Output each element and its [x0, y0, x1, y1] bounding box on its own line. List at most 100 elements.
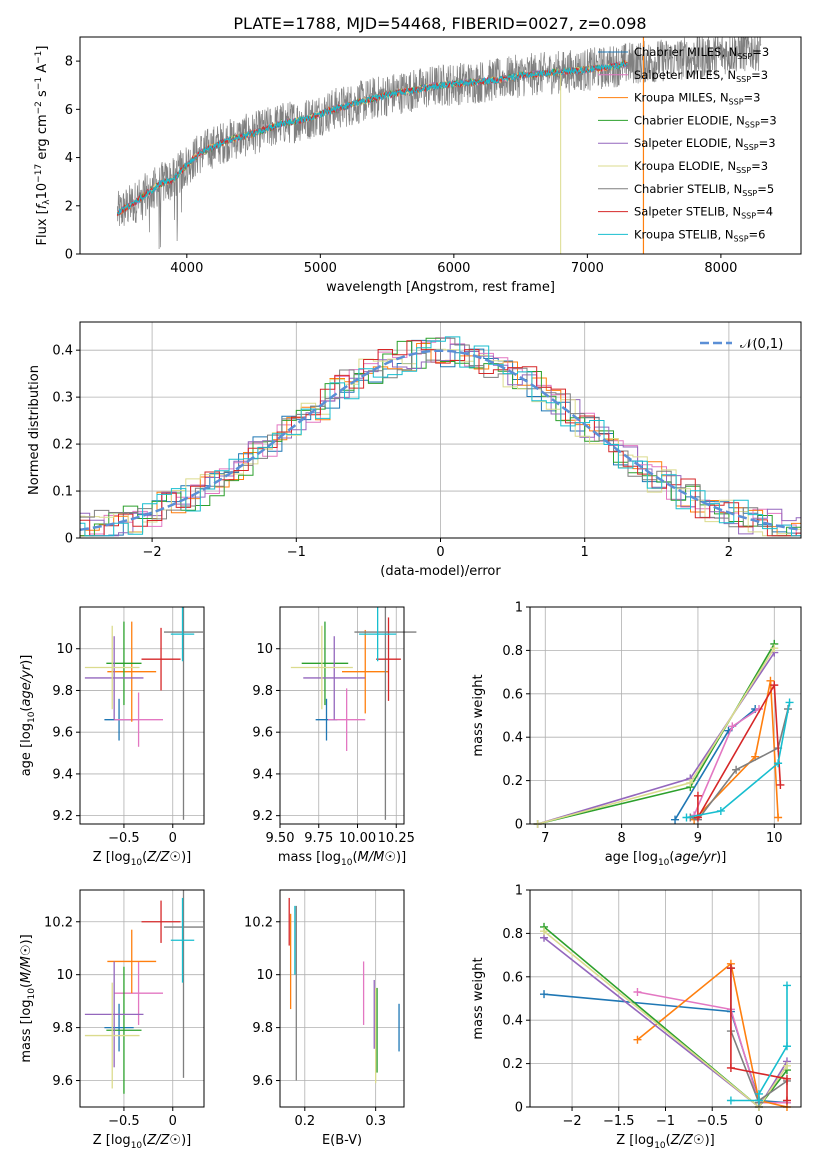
y-tick-label: 0	[515, 1101, 523, 1116]
x-tick-label: 9	[694, 831, 702, 846]
x-tick-label: −1	[656, 1114, 675, 1129]
axes-frame	[529, 606, 802, 825]
data-spectrum-line	[117, 36, 762, 250]
x-tick-label: 4000	[170, 261, 203, 276]
y-tick-label: 10	[256, 968, 273, 983]
weight_vs_Z-axes: −2 −1.5 −1 −0.5 0 0 0.2 0.4 0.6 0.8 1 Z [log10(Z/Z☉…	[471, 884, 802, 1151]
weight-line-salpeter_stelib	[697, 682, 782, 821]
y-tick-label: 9.4	[252, 767, 273, 782]
weight-marker-kroupa_stelib	[754, 1089, 763, 1098]
weight-marker-kroupa_elodie	[770, 644, 779, 653]
histogram-step-salpeter_stelib	[80, 340, 801, 537]
spectrum-legend: Chabrier MILES, NSSP=3 Salpeter MILES, NS…	[598, 45, 777, 243]
weight-marker-kroupa_stelib	[774, 759, 783, 768]
y-tick-label: 10	[56, 642, 73, 657]
x-tick-label: 7	[541, 831, 549, 846]
axes-frame	[79, 321, 802, 539]
legend-label: 𝒩(0,1)	[740, 337, 783, 352]
x-tick-label: −2	[143, 545, 162, 560]
y-tick-label: 2	[65, 199, 73, 214]
x-axis-label: age [log10(age/yr)]	[605, 850, 727, 868]
x-tick-label: 7000	[571, 261, 604, 276]
x-tick-label: 10.00	[339, 831, 376, 846]
x-tick-label: 0	[169, 831, 177, 846]
x-tick-label: 0	[436, 545, 444, 560]
weight-marker-salpeter_stelib	[776, 780, 785, 789]
y-tick-label: 9.8	[252, 1021, 273, 1036]
weight-line-chabrier_miles	[674, 708, 756, 821]
y-tick-label: 0	[515, 818, 523, 833]
y-tick-label: 10	[256, 642, 273, 657]
weight-line-salpeter_miles	[637, 991, 787, 1104]
y-tick-label: 0.1	[52, 485, 73, 500]
x-axis-label: mass [log10(M/M☉)]	[278, 850, 406, 868]
weight-marker-salpeter_stelib	[726, 1063, 735, 1072]
y-tick-label: 0	[65, 248, 73, 263]
y-tick-label: 9.6	[252, 726, 273, 741]
y-tick-label: 9.6	[252, 1074, 273, 1089]
x-tick-label: 8000	[704, 261, 737, 276]
y-tick-label: 9.2	[252, 809, 273, 824]
weight-marker-kroupa_stelib	[682, 813, 691, 822]
x-tick-label: −0.5	[108, 831, 140, 846]
y-tick-label: 0.6	[502, 687, 523, 702]
y-axis-label: mass weight	[471, 957, 486, 1039]
legend-label: Kroupa STELIB, NSSP=6	[634, 227, 765, 243]
x-tick-label: 8	[617, 831, 625, 846]
y-tick-label: 4	[65, 151, 73, 166]
y-tick-label: 0.4	[502, 1014, 523, 1029]
y-tick-label: 10.2	[244, 915, 273, 930]
histogram-step-kroupa_elodie	[80, 347, 801, 537]
axes-frame	[279, 889, 405, 1108]
y-tick-label: 1	[515, 884, 523, 899]
legend-label: Kroupa MILES, NSSP=3	[634, 91, 760, 107]
axes-frame	[79, 889, 205, 1108]
axes-frame	[79, 606, 205, 825]
mass_vs_Z-axes: −0.5 0 9.6 9.8 10 10.2 Z [log10(Z/Z☉)] mass [lo…	[19, 889, 205, 1151]
weight-marker-chabrier_miles	[671, 815, 680, 824]
x-tick-label: 0	[755, 1114, 763, 1129]
weight-marker-salpeter_miles	[728, 722, 737, 731]
x-tick-label: 9.50	[266, 831, 295, 846]
y-axis-label: Normed distribution	[27, 365, 42, 495]
y-tick-label: 10	[56, 968, 73, 983]
axes-frame	[279, 606, 405, 825]
legend-label: Salpeter MILES, NSSP=3	[634, 68, 768, 84]
model-line-kroupa_stelib	[116, 60, 628, 215]
y-tick-label: 0	[65, 532, 73, 547]
legend-label: Chabrier STELIB, NSSP=5	[634, 182, 774, 198]
x-tick-label: 1	[581, 545, 589, 560]
y-tick-label: 9.6	[52, 726, 73, 741]
y-tick-label: 9.6	[52, 1074, 73, 1089]
age_vs_mass-axes: 9.50 9.75 10.00 10.25 9.2 9.4 9.6 9.8 10 mass [lo…	[252, 606, 417, 868]
weight_vs_age-axes: 7 8 9 10 0 0.2 0.4 0.6 0.8 1 age [log10(age/yr)] ma…	[471, 601, 802, 868]
weight-marker-kroupa_elodie	[540, 927, 549, 936]
weight-marker-kroupa_miles	[633, 1035, 642, 1044]
x-axis-label: wavelength [Angstrom, rest frame]	[326, 280, 555, 295]
weight-marker-salpeter_stelib	[770, 681, 779, 690]
weight-marker-salpeter_stelib	[782, 1074, 791, 1083]
y-tick-label: 0.4	[52, 344, 73, 359]
histogram-step-kroupa_miles	[80, 343, 801, 537]
mass_vs_ebv-axes: 0.2 0.3 9.6 9.8 10 10.2 E(B-V)	[244, 889, 405, 1148]
weight-marker-kroupa_stelib	[716, 806, 725, 815]
weight-marker-kroupa_miles	[766, 676, 775, 685]
x-axis-label: Z [log10(Z/Z☉)]	[93, 850, 191, 868]
y-tick-label: 9.2	[52, 809, 73, 824]
x-tick-label: 10.25	[378, 831, 415, 846]
x-axis-label: E(B-V)	[322, 1133, 362, 1148]
histogram-step-salpeter_elodie	[80, 343, 801, 537]
y-tick-label: 9.8	[52, 1021, 73, 1036]
y-axis-label: age [log10(age/yr)]	[19, 655, 37, 777]
x-tick-label: −2	[562, 1114, 581, 1129]
residuals-axes: −2 −1 0 1 2 0 0.1 0.2 0.3 0.4 𝒩(0,1) (data-model)/e…	[27, 321, 802, 579]
weight-marker-kroupa_elodie	[782, 1061, 791, 1070]
x-tick-label: −0.5	[696, 1114, 728, 1129]
weight-marker-chabrier_miles	[540, 990, 549, 999]
x-tick-label: 9.75	[304, 831, 333, 846]
model-line-chabrier_stelib	[116, 60, 628, 217]
weight-line-kroupa_stelib	[686, 702, 791, 819]
y-tick-label: 6	[65, 103, 73, 118]
